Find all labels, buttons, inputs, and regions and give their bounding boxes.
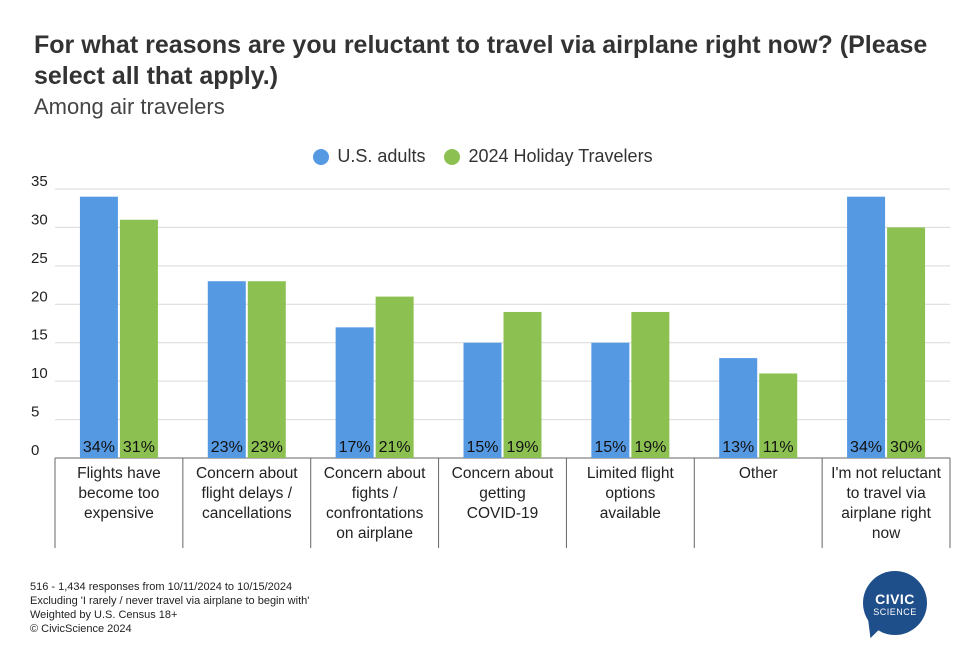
data-label: 23% <box>251 439 283 456</box>
legend-label-us-adults: U.S. adults <box>337 146 426 166</box>
footnote-responses: 516 - 1,434 responses from 10/11/2024 to… <box>30 581 293 593</box>
data-label: 21% <box>379 439 411 456</box>
x-tick-label: I'm not reluctant <box>831 465 941 482</box>
y-tick-label: 10 <box>31 365 48 382</box>
legend-item-holiday-travelers: 2024 Holiday Travelers <box>444 146 653 167</box>
x-tick-label: cancellations <box>202 505 292 522</box>
data-label: 13% <box>722 439 754 456</box>
bar <box>247 281 286 458</box>
y-tick-label: 30 <box>31 211 48 228</box>
data-label: 34% <box>850 439 882 456</box>
legend-swatch-holiday-travelers <box>444 148 461 165</box>
data-label: 31% <box>123 439 155 456</box>
bar <box>79 196 118 458</box>
legend-swatch-us-adults <box>313 148 330 165</box>
legend: U.S. adults 2024 Holiday Travelers <box>0 146 966 170</box>
x-tick-label: Concern about <box>452 465 554 482</box>
bar <box>759 373 798 458</box>
x-tick-label: become too <box>78 485 159 502</box>
civicscience-logo: CIVIC SCIENCE <box>863 571 927 635</box>
x-tick-label: available <box>600 505 661 522</box>
footnotes: 516 - 1,434 responses from 10/11/2024 to… <box>30 580 309 636</box>
logo-text-civic: CIVIC <box>875 591 915 607</box>
bar <box>335 327 374 458</box>
legend-label-holiday-travelers: 2024 Holiday Travelers <box>468 146 653 166</box>
data-label: 23% <box>211 439 243 456</box>
bar <box>503 311 542 458</box>
y-tick-label: 0 <box>31 442 39 459</box>
x-tick-label: now <box>872 525 901 542</box>
x-tick-label: options <box>605 485 655 502</box>
x-tick-label: flight delays / <box>202 485 293 502</box>
y-tick-label: 15 <box>31 327 48 344</box>
bar <box>119 219 158 458</box>
data-label: 15% <box>466 439 498 456</box>
x-tick-label: expensive <box>84 505 154 522</box>
bar <box>375 296 414 458</box>
chart-subtitle: Among air travelers <box>34 94 225 119</box>
x-tick-label: Concern about <box>196 465 298 482</box>
legend-item-us-adults: U.S. adults <box>313 146 425 167</box>
footnote-exclusion: Excluding 'I rarely / never travel via a… <box>30 595 310 607</box>
data-label: 15% <box>594 439 626 456</box>
bar <box>591 342 630 458</box>
footnote-weighting: Weighted by U.S. Census 18+ <box>30 609 178 621</box>
x-tick-label: getting <box>479 485 526 502</box>
footnote-copyright: © CivicScience 2024 <box>30 623 132 635</box>
chart-title: For what reasons are you reluctant to tr… <box>34 31 928 90</box>
y-tick-label: 35 <box>31 173 48 190</box>
bar <box>463 342 502 458</box>
x-tick-label: Flights have <box>77 465 161 482</box>
x-tick-label: fights / <box>352 485 398 502</box>
data-label: 19% <box>506 439 538 456</box>
bar <box>719 358 758 458</box>
data-label: 19% <box>634 439 666 456</box>
x-tick-label: Other <box>739 465 778 482</box>
x-tick-label: to travel via <box>846 485 926 502</box>
x-tick-label: airplane right <box>841 505 931 522</box>
x-tick-label: on airplane <box>336 525 413 542</box>
y-tick-label: 5 <box>31 404 39 421</box>
y-tick-label: 20 <box>31 288 48 305</box>
logo-text-science: SCIENCE <box>873 607 917 617</box>
y-tick-label: 25 <box>31 250 48 267</box>
x-tick-label: confrontations <box>326 505 424 522</box>
x-tick-label: Concern about <box>324 465 426 482</box>
x-tick-label: Limited flight <box>587 465 675 482</box>
bar <box>847 196 886 458</box>
x-tick-label: COVID-19 <box>467 505 539 522</box>
data-label: 11% <box>763 439 794 456</box>
data-label: 34% <box>83 439 115 456</box>
data-label: 30% <box>890 439 922 456</box>
bar <box>207 281 246 458</box>
bar <box>887 227 926 458</box>
data-label: 17% <box>339 439 371 456</box>
bar <box>631 311 670 458</box>
